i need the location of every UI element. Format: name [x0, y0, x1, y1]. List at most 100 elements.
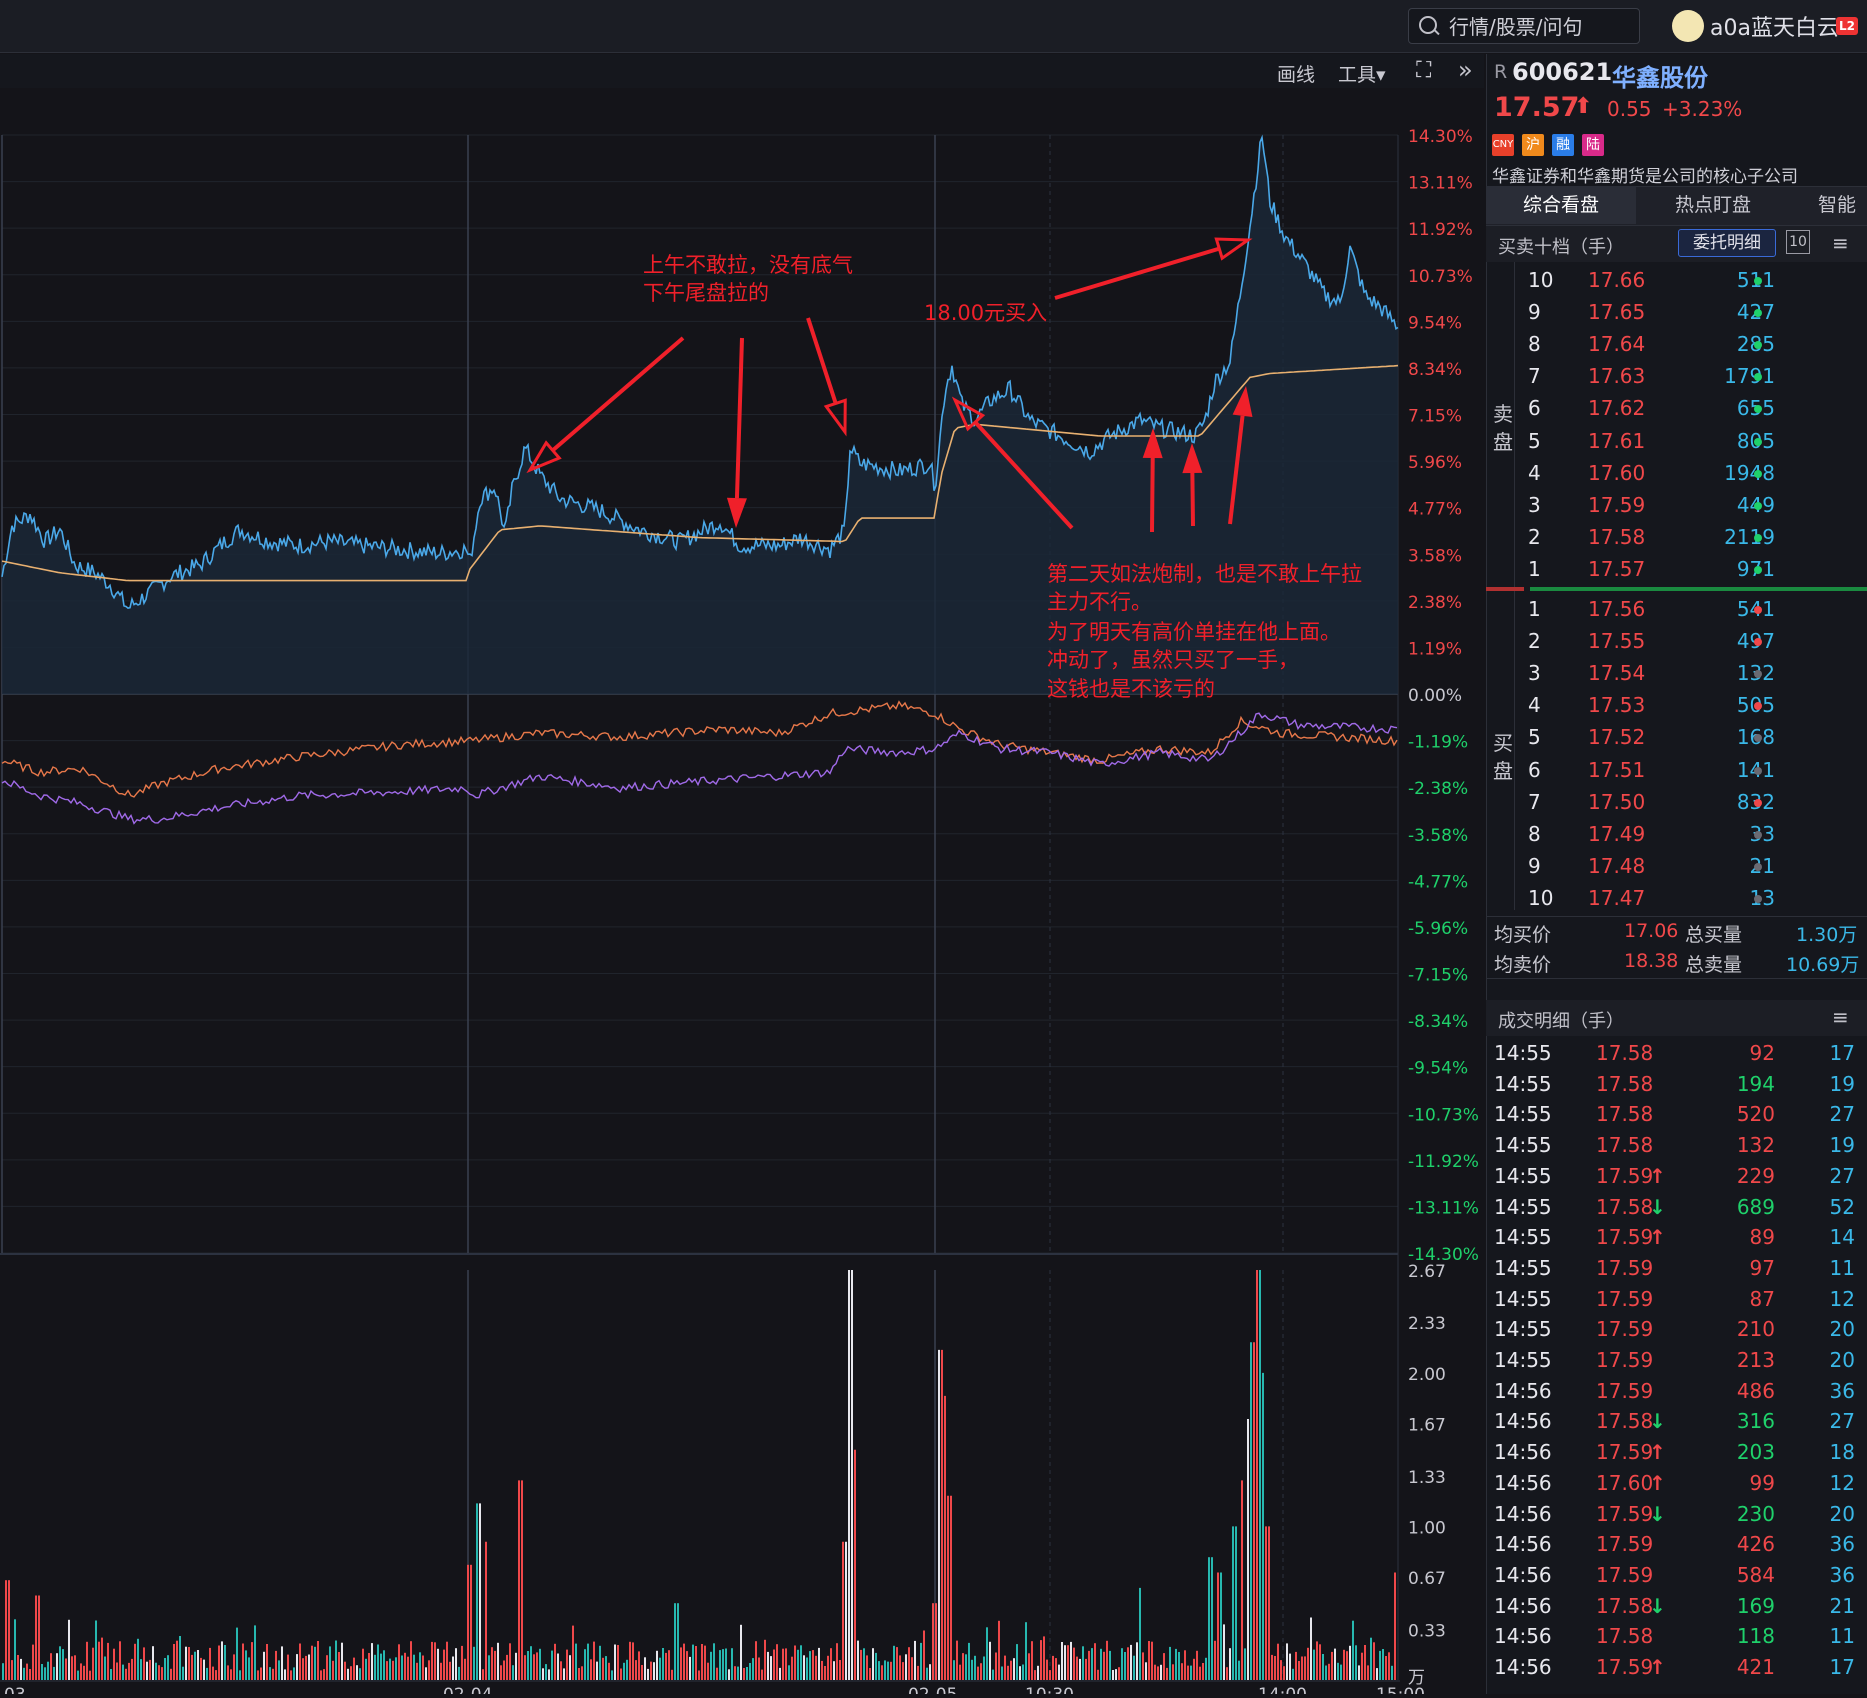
expand-icon[interactable]: »	[1458, 56, 1473, 84]
trade-price: 17.58	[1596, 1133, 1654, 1158]
trade-row[interactable]: 14:56 17.58 ↓ 316 27	[1486, 1407, 1867, 1438]
bid-row[interactable]: 517.52168	[1486, 722, 1867, 754]
trades-menu-icon[interactable]: ≡	[1832, 1005, 1849, 1029]
trade-row[interactable]: 14:55 17.59 210 20	[1486, 1315, 1867, 1346]
avatar[interactable]	[1672, 10, 1704, 42]
trade-volume: 118	[1736, 1624, 1775, 1649]
trade-row[interactable]: 14:55 17.58 132 19	[1486, 1131, 1867, 1162]
trade-time: 14:56	[1494, 1532, 1552, 1557]
trade-row[interactable]: 14:56 17.59 ↓ 230 20	[1486, 1500, 1867, 1531]
ask-row[interactable]: 917.65427	[1486, 297, 1867, 329]
order-detail-button[interactable]: 委托明细	[1678, 229, 1776, 257]
level: 1	[1528, 556, 1541, 581]
bid-row[interactable]: 8 17.49 33	[1486, 819, 1867, 851]
volume-axis-label: 0.33	[1408, 1621, 1446, 1641]
trade-row[interactable]: 14:56 17.58 ↓ 169 21	[1486, 1592, 1867, 1623]
trade-volume: 87	[1749, 1286, 1775, 1311]
orderbook-side-column	[1486, 262, 1515, 910]
trade-row[interactable]: 14:55 17.58 194 19	[1486, 1070, 1867, 1101]
depth-level-toggle[interactable]: 10	[1786, 230, 1810, 254]
trade-row[interactable]: 14:56 17.59 584 36	[1486, 1561, 1867, 1592]
divider	[1486, 978, 1867, 979]
ask-row[interactable]: 617.62655	[1486, 393, 1867, 425]
fullscreen-icon[interactable]: ⛶	[1416, 58, 1432, 83]
trade-row[interactable]: 14:55 17.58 92 17	[1486, 1039, 1867, 1070]
ask-row[interactable]: 7 17.63 1791	[1486, 361, 1867, 393]
time-axis-label: 02-04	[443, 1685, 492, 1694]
bid-row[interactable]: 617.51141	[1486, 755, 1867, 787]
bid-row[interactable]: 217.55497	[1486, 626, 1867, 658]
trade-row[interactable]: 14:55 17.59 97 11	[1486, 1254, 1867, 1285]
trade-volume: 229	[1736, 1163, 1775, 1188]
stock-name[interactable]: 华鑫股份	[1612, 64, 1708, 92]
pct-axis-label: 5.96%	[1408, 453, 1462, 473]
change-dot-icon	[1754, 734, 1762, 743]
ask-row[interactable]: 517.61805	[1486, 426, 1867, 458]
trade-row[interactable]: 14:56 17.59 486 36	[1486, 1377, 1867, 1408]
ask-row[interactable]: 817.64285	[1486, 329, 1867, 361]
bid-row[interactable]: 10 17.47 13	[1486, 883, 1867, 915]
trades-header	[1486, 1000, 1867, 1036]
tools-menu-button[interactable]: 工具▾	[1338, 64, 1386, 86]
trade-row[interactable]: 14:56 17.59 ↑ 421 17	[1486, 1653, 1867, 1684]
tab-overview[interactable]: 综合看盘	[1486, 186, 1636, 224]
annotation-arrowhead	[526, 440, 562, 474]
change-dot-icon	[1754, 373, 1762, 382]
annotation-text: 主力不行。	[1047, 590, 1152, 614]
bid-row[interactable]: 317.54132	[1486, 658, 1867, 690]
bid-row[interactable]: 717.50832	[1486, 787, 1867, 819]
price: 17.56	[1588, 597, 1646, 621]
tag-margin[interactable]: 融	[1552, 134, 1574, 156]
ask-row[interactable]: 4 17.60 1948	[1486, 458, 1867, 490]
trade-price: 17.59	[1596, 1655, 1654, 1679]
price: 17.61	[1588, 428, 1646, 453]
pct-axis-label: -11.92%	[1408, 1152, 1479, 1172]
trade-count: 21	[1829, 1593, 1855, 1618]
trade-row[interactable]: 14:55 17.58 ↓ 689 52	[1486, 1193, 1867, 1224]
tab-hotspot[interactable]: 热点盯盘	[1674, 194, 1751, 216]
bid-row[interactable]: 417.53505	[1486, 690, 1867, 722]
ask-row[interactable]: 117.57971	[1486, 554, 1867, 586]
trade-count: 11	[1829, 1255, 1855, 1280]
trade-row[interactable]: 14:56 17.58 118 11	[1486, 1622, 1867, 1653]
annotation-text: 冲动了，虽然只买了一手，	[1047, 648, 1299, 672]
trade-row[interactable]: 14:55 17.59 87 12	[1486, 1285, 1867, 1316]
index-line-purple	[1, 712, 1398, 825]
intraday-chart-area[interactable]: 14.30% 13.11% 11.92% 10.73% 9.54% 8.34% 7.15% 5…	[0, 88, 1484, 1698]
trade-row[interactable]: 14:55 17.59 ↑ 229 27	[1486, 1162, 1867, 1193]
tab-smart[interactable]: 智能	[1818, 194, 1857, 216]
pct-axis-label: 8.34%	[1408, 360, 1462, 380]
trade-row[interactable]: 14:55 17.59 213 20	[1486, 1346, 1867, 1377]
level: 4	[1528, 460, 1541, 485]
username[interactable]: a0a蓝天白云	[1710, 16, 1839, 41]
trade-time: 14:55	[1494, 1317, 1552, 1342]
trade-volume: 213	[1736, 1348, 1775, 1372]
trade-row[interactable]: 14:55 17.58 520 27	[1486, 1100, 1867, 1131]
trade-time: 14:56	[1494, 1470, 1552, 1495]
price: 17.59	[1588, 492, 1646, 517]
tag-cny[interactable]: CNY	[1492, 134, 1514, 156]
ask-row[interactable]: 317.59449	[1486, 490, 1867, 522]
tag-shanghai[interactable]: 沪	[1522, 134, 1544, 156]
arrow-up-icon: ↑	[1649, 1163, 1666, 1188]
volume-unit-label: 万	[1408, 1668, 1425, 1688]
trade-row[interactable]: 14:56 17.59 426 36	[1486, 1530, 1867, 1561]
trade-count: 18	[1829, 1440, 1855, 1465]
trade-row[interactable]: 14:55 17.59 ↑ 89 14	[1486, 1223, 1867, 1254]
orderbook-menu-icon[interactable]: ≡	[1832, 231, 1849, 255]
trade-row[interactable]: 14:56 17.59 ↑ 203 18	[1486, 1438, 1867, 1469]
bid-row[interactable]: 117.56541	[1486, 594, 1867, 626]
draw-line-button[interactable]: 画线	[1277, 64, 1316, 86]
volume: 13	[1749, 885, 1775, 910]
trade-count: 27	[1829, 1163, 1855, 1188]
search-input[interactable]: 行情/股票/问句	[1408, 8, 1640, 44]
trade-count: 12	[1829, 1286, 1855, 1311]
tag-connect[interactable]: 陆	[1582, 134, 1604, 156]
trade-row[interactable]: 14:56 17.60 ↑ 99 12	[1486, 1469, 1867, 1500]
ask-row[interactable]: 2 17.58 2119	[1486, 522, 1867, 554]
time-axis-label: 15:00	[1376, 1685, 1425, 1694]
sell-label-2: 盘	[1493, 430, 1513, 454]
pct-axis-label: 4.77%	[1408, 500, 1462, 520]
bid-row[interactable]: 9 17.48 21	[1486, 851, 1867, 883]
